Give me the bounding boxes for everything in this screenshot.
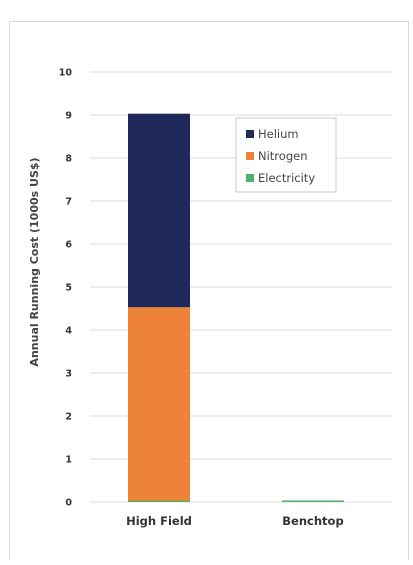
chart-frame xyxy=(9,21,409,560)
bar-segment-electricity xyxy=(128,500,190,502)
legend-label-nitrogen: Nitrogen xyxy=(258,149,307,163)
bar-segment-electricity xyxy=(282,500,344,502)
legend-label-electricity: Electricity xyxy=(258,171,315,185)
y-tick-label: 9 xyxy=(65,111,72,122)
legend: Helium Nitrogen Electricity xyxy=(235,117,337,193)
x-category-label: Benchtop xyxy=(282,514,343,528)
y-tick-labels: 0 1 2 3 4 5 6 7 8 9 10 xyxy=(59,68,73,509)
y-tick-label: 7 xyxy=(65,197,72,208)
x-category-labels: High Field Benchtop xyxy=(126,514,344,528)
y-axis-label: Annual Running Cost (1000s US$) xyxy=(28,157,41,366)
y-tick-label: 5 xyxy=(65,283,72,294)
bar-segment-helium xyxy=(128,113,190,308)
y-tick-label: 10 xyxy=(59,68,73,79)
x-category-label: High Field xyxy=(126,514,192,528)
y-tick-label: 2 xyxy=(65,412,72,423)
y-tick-label: 1 xyxy=(65,455,72,466)
y-tick-label: 3 xyxy=(65,369,72,380)
bar-segment-nitrogen xyxy=(128,307,190,501)
legend-label-helium: Helium xyxy=(258,127,299,141)
y-tick-label: 4 xyxy=(65,326,72,337)
y-tick-label: 8 xyxy=(65,154,72,165)
bars xyxy=(128,113,344,502)
y-tick-label: 6 xyxy=(65,240,72,251)
legend-swatch-nitrogen xyxy=(246,152,254,160)
y-tick-label: 0 xyxy=(65,498,72,509)
legend-swatch-electricity xyxy=(246,174,254,182)
legend-swatch-helium xyxy=(246,130,254,138)
